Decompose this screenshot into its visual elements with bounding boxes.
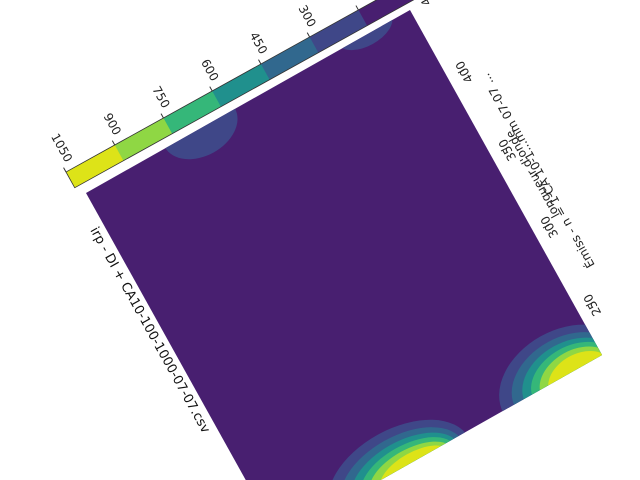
- colorbar-segment: [212, 63, 271, 107]
- colorbar-tick-mark: [258, 59, 262, 65]
- x-tick-label: 400: [453, 59, 476, 86]
- x-tick-mark: [457, 69, 465, 74]
- x-tick-mark: [542, 224, 550, 229]
- colorbar-tick-mark: [160, 113, 164, 119]
- colorbar-segment: [358, 0, 417, 26]
- colorbar-tick-label: 1050: [48, 131, 75, 165]
- colorbar-tick-label: 300: [296, 3, 319, 30]
- colorbar-tick-label: 450: [247, 30, 270, 57]
- colorbar-segment: [260, 36, 319, 80]
- colorbar-tick-label: 900: [101, 111, 124, 138]
- heatmap-background: [86, 10, 602, 480]
- colorbar-segment: [163, 90, 222, 134]
- colorbar-segment: [309, 9, 368, 53]
- colorbar-tick-label: 150: [344, 0, 367, 2]
- colorbar-tick-mark: [111, 140, 116, 146]
- colorbar-segment: [114, 117, 173, 161]
- x-tick-label: 450: [411, 0, 434, 8]
- x-tick-label: 250: [581, 292, 604, 319]
- colorbar-tick-label: 600: [198, 57, 221, 84]
- x-tick-mark: [500, 147, 508, 152]
- colorbar-tick-label: 750: [149, 84, 172, 111]
- colorbar-tick-mark: [306, 32, 311, 38]
- colorbar-tick-mark: [63, 167, 67, 173]
- x-tick-mark: [585, 302, 593, 307]
- colorbar-segment: [66, 144, 124, 188]
- colorbar-tick-mark: [209, 86, 213, 92]
- colorbar-tick-mark: [355, 5, 359, 11]
- heatmap-plot-area: [86, 10, 602, 480]
